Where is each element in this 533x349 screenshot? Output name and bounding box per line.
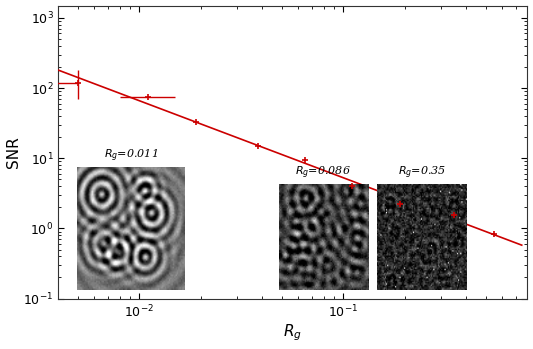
X-axis label: $R_g$: $R_g$ (284, 323, 302, 343)
Text: $R_g$=0.086: $R_g$=0.086 (295, 165, 351, 181)
Y-axis label: SNR: SNR (5, 136, 21, 168)
Text: $R_g$=0.011: $R_g$=0.011 (104, 147, 158, 164)
Text: $R_g$=0.35: $R_g$=0.35 (398, 165, 446, 181)
